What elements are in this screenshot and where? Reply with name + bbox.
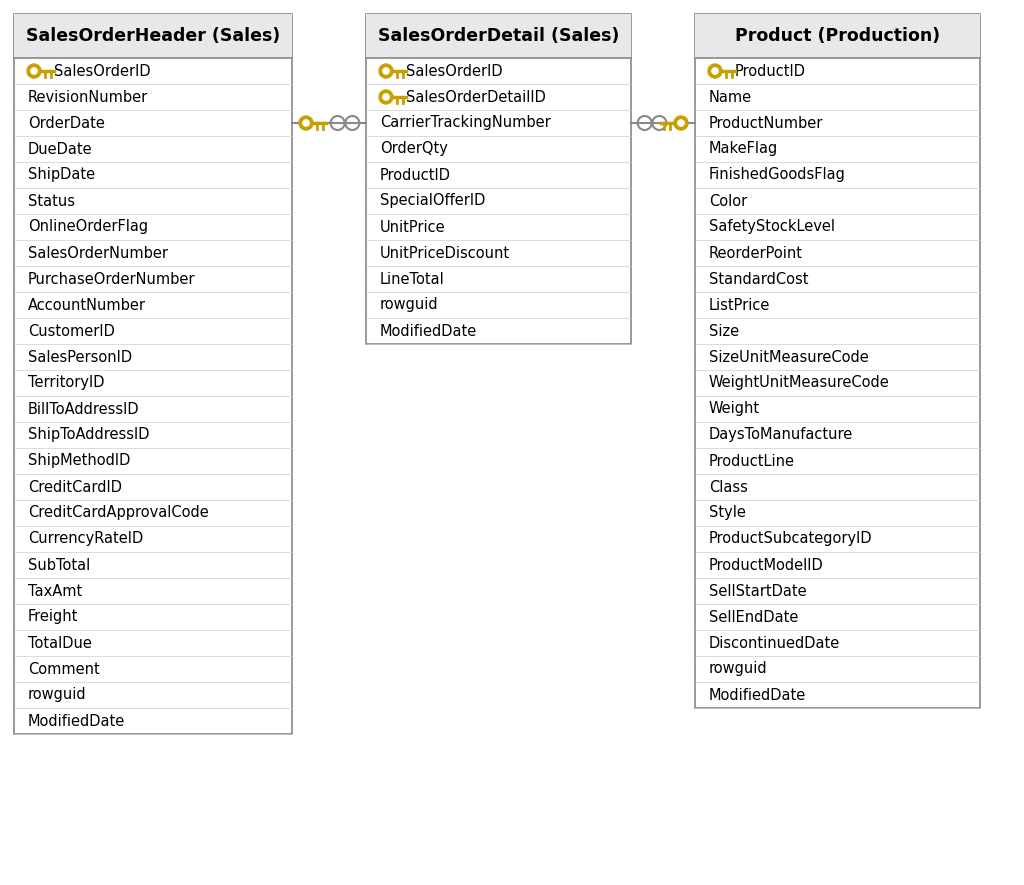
Text: Freight: Freight (28, 610, 79, 625)
Text: CurrencyRateID: CurrencyRateID (28, 532, 143, 547)
Text: Weight: Weight (709, 402, 760, 417)
Text: SalesOrderDetailID: SalesOrderDetailID (406, 89, 546, 104)
Text: SellEndDate: SellEndDate (709, 610, 799, 625)
Bar (695, 14, 980, 708)
Text: SalesPersonID: SalesPersonID (28, 350, 132, 365)
Text: ModifiedDate: ModifiedDate (709, 688, 806, 703)
Text: ProductNumber: ProductNumber (709, 116, 823, 130)
Text: SizeUnitMeasureCode: SizeUnitMeasureCode (709, 350, 868, 365)
Text: UnitPriceDiscount: UnitPriceDiscount (380, 245, 510, 260)
Text: Size: Size (709, 324, 739, 338)
Text: StandardCost: StandardCost (709, 272, 809, 287)
Text: Color: Color (709, 194, 748, 209)
Text: ProductLine: ProductLine (709, 453, 795, 468)
Text: Name: Name (709, 89, 752, 104)
Text: FinishedGoodsFlag: FinishedGoodsFlag (709, 167, 846, 182)
Text: OrderDate: OrderDate (28, 116, 104, 130)
Circle shape (678, 119, 684, 127)
Text: ProductID: ProductID (380, 167, 451, 182)
Text: LineTotal: LineTotal (380, 272, 444, 287)
Text: TaxAmt: TaxAmt (28, 583, 82, 598)
Text: TerritoryID: TerritoryID (28, 375, 104, 390)
Circle shape (674, 116, 688, 130)
Text: Class: Class (709, 480, 748, 495)
Text: Comment: Comment (28, 661, 99, 676)
Text: rowguid: rowguid (709, 661, 768, 676)
Circle shape (27, 64, 41, 78)
Bar (366, 14, 631, 58)
Text: ReorderPoint: ReorderPoint (709, 245, 803, 260)
Bar (14, 14, 292, 58)
Text: SafetyStockLevel: SafetyStockLevel (709, 219, 835, 235)
Text: SalesOrderID: SalesOrderID (54, 64, 151, 79)
Text: WeightUnitMeasureCode: WeightUnitMeasureCode (709, 375, 890, 390)
Text: CreditCardID: CreditCardID (28, 480, 122, 495)
Circle shape (712, 68, 718, 74)
Circle shape (303, 119, 309, 127)
Text: rowguid: rowguid (380, 297, 438, 312)
Text: SalesOrderDetail (Sales): SalesOrderDetail (Sales) (378, 27, 620, 45)
Circle shape (299, 116, 313, 130)
Text: Product (Production): Product (Production) (735, 27, 940, 45)
Text: AccountNumber: AccountNumber (28, 297, 146, 312)
Text: OrderQty: OrderQty (380, 142, 447, 157)
Text: CustomerID: CustomerID (28, 324, 115, 338)
Text: ShipDate: ShipDate (28, 167, 95, 182)
Text: DaysToManufacture: DaysToManufacture (709, 427, 853, 442)
Text: SalesOrderID: SalesOrderID (406, 64, 503, 79)
Circle shape (31, 68, 37, 74)
Text: ListPrice: ListPrice (709, 297, 770, 312)
Text: ProductSubcategoryID: ProductSubcategoryID (709, 532, 872, 547)
Bar (366, 14, 631, 344)
Text: ModifiedDate: ModifiedDate (380, 324, 477, 338)
Text: SellStartDate: SellStartDate (709, 583, 807, 598)
Text: rowguid: rowguid (28, 688, 87, 703)
Text: RevisionNumber: RevisionNumber (28, 89, 148, 104)
Text: Status: Status (28, 194, 75, 209)
Text: MakeFlag: MakeFlag (709, 142, 778, 157)
Bar (695, 14, 980, 58)
Text: DueDate: DueDate (28, 142, 92, 157)
Text: ShipToAddressID: ShipToAddressID (28, 427, 150, 442)
Text: CarrierTrackingNumber: CarrierTrackingNumber (380, 116, 551, 130)
Bar (14, 14, 292, 734)
Circle shape (379, 64, 393, 78)
Text: ProductModelID: ProductModelID (709, 558, 823, 573)
Text: UnitPrice: UnitPrice (380, 219, 445, 235)
Text: SalesOrderNumber: SalesOrderNumber (28, 245, 168, 260)
Text: OnlineOrderFlag: OnlineOrderFlag (28, 219, 148, 235)
Text: TotalDue: TotalDue (28, 635, 92, 650)
Circle shape (383, 94, 389, 100)
Text: SalesOrderHeader (Sales): SalesOrderHeader (Sales) (26, 27, 281, 45)
Text: DiscontinuedDate: DiscontinuedDate (709, 635, 841, 650)
Text: ModifiedDate: ModifiedDate (28, 713, 125, 728)
Text: SubTotal: SubTotal (28, 558, 90, 573)
Text: ShipMethodID: ShipMethodID (28, 453, 130, 468)
Circle shape (708, 64, 722, 78)
Text: CreditCardApprovalCode: CreditCardApprovalCode (28, 505, 209, 520)
Text: SpecialOfferID: SpecialOfferID (380, 194, 485, 209)
Circle shape (383, 68, 389, 74)
Text: BillToAddressID: BillToAddressID (28, 402, 139, 417)
Text: ProductID: ProductID (735, 64, 806, 79)
Circle shape (379, 90, 393, 104)
Text: PurchaseOrderNumber: PurchaseOrderNumber (28, 272, 196, 287)
Text: Style: Style (709, 505, 745, 520)
